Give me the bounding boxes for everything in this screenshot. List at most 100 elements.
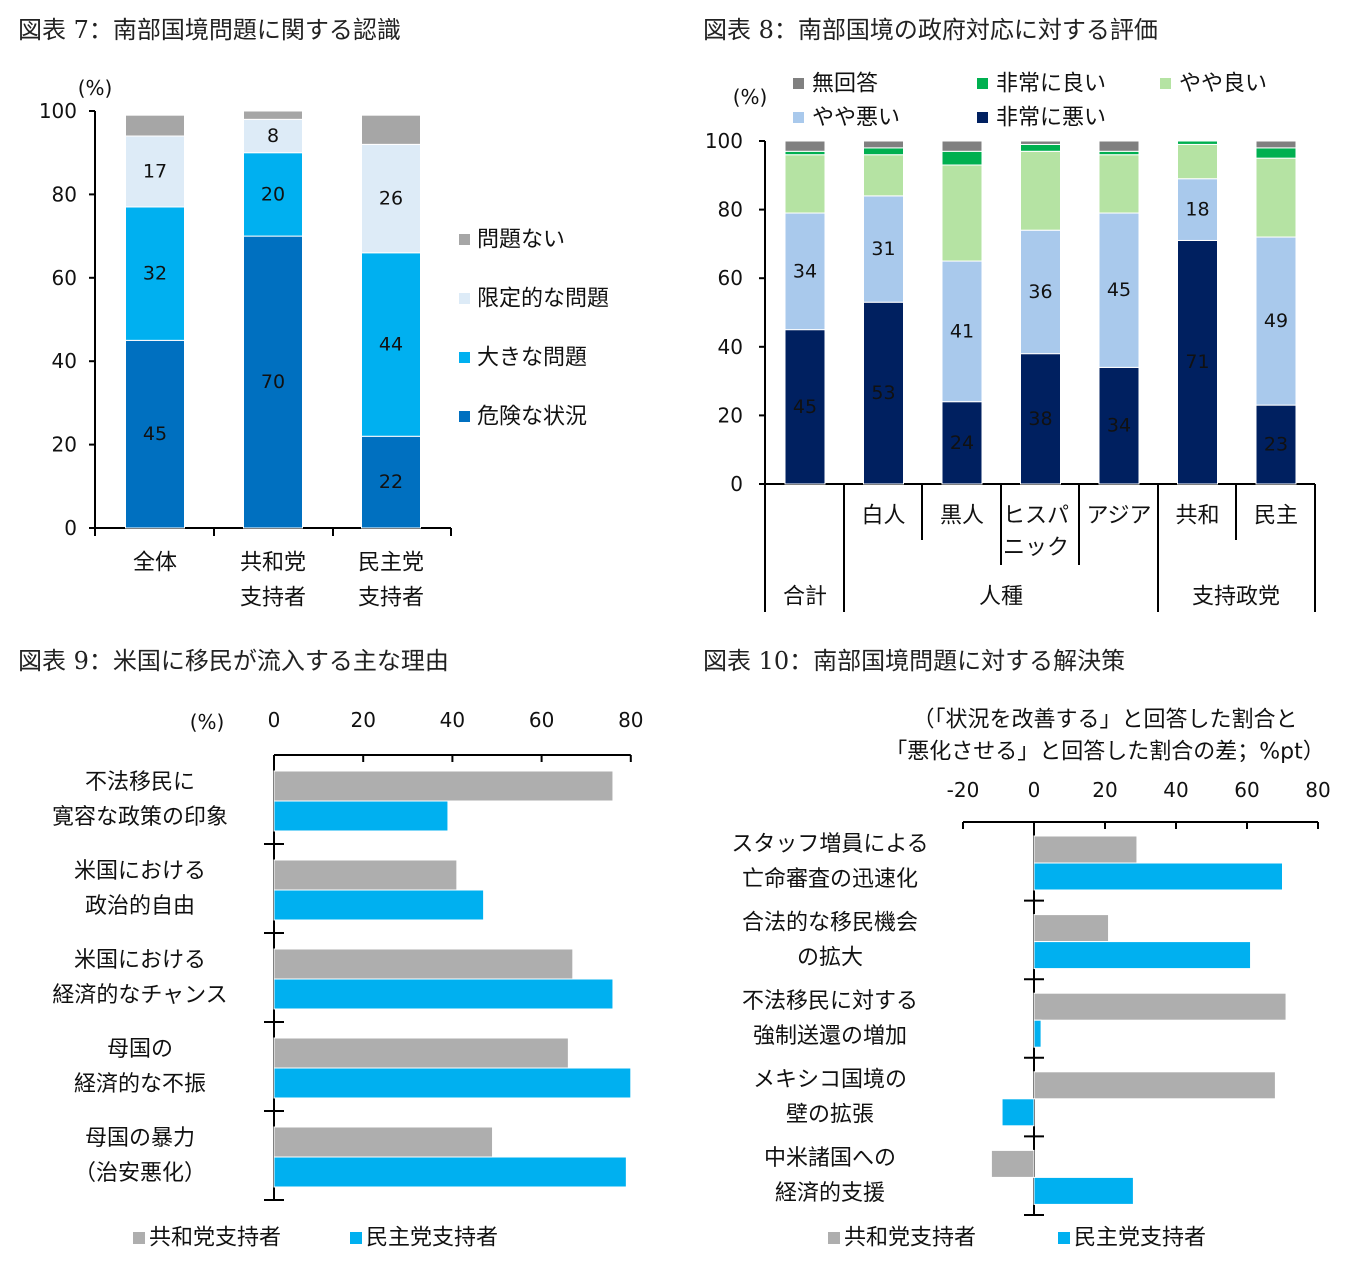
data-label: 70 bbox=[261, 371, 285, 393]
category-label: 支持者 bbox=[240, 586, 306, 611]
data-label: 31 bbox=[871, 238, 895, 260]
category-label: 壁の拡張 bbox=[786, 1103, 874, 1128]
legend-swatch bbox=[793, 78, 804, 89]
y-tick-label: 100 bbox=[39, 99, 77, 123]
data-label: 71 bbox=[1185, 351, 1209, 373]
legend-label: 無回答 bbox=[812, 72, 878, 97]
category-label: 不法移民に bbox=[85, 770, 195, 795]
legend-label: 共和党支持者 bbox=[844, 1226, 976, 1251]
bar bbox=[273, 859, 458, 891]
legend-swatch bbox=[459, 234, 470, 245]
category-label: メキシコ国境の bbox=[753, 1068, 907, 1093]
bar-segment bbox=[361, 114, 421, 145]
legend-swatch bbox=[828, 1232, 840, 1244]
chart-subtitle: （「状況を改善する」と回答した割合と bbox=[912, 708, 1297, 733]
category-label: 米国における bbox=[74, 859, 206, 884]
bar-segment bbox=[784, 150, 826, 156]
legend-label: 限定的な問題 bbox=[477, 287, 609, 312]
bar-segment bbox=[1020, 229, 1061, 355]
x-tick-label: 40 bbox=[1163, 778, 1188, 802]
bar-segment bbox=[125, 339, 185, 529]
y-tick-label: 60 bbox=[52, 266, 77, 290]
bar bbox=[273, 948, 574, 980]
bar-segment bbox=[243, 118, 303, 154]
bar-segment bbox=[1255, 404, 1297, 485]
bar-segment bbox=[1255, 147, 1297, 159]
bar-segment bbox=[863, 154, 904, 197]
group-label: 支持政党 bbox=[1192, 585, 1280, 610]
legend-swatch bbox=[459, 352, 470, 363]
legend-swatch bbox=[350, 1232, 362, 1244]
y-tick-label: 60 bbox=[718, 266, 743, 290]
bar-segment bbox=[784, 212, 826, 331]
bar-segment bbox=[1177, 178, 1218, 241]
bar bbox=[273, 800, 449, 832]
bar bbox=[1033, 1176, 1134, 1205]
bar-segment bbox=[863, 140, 904, 149]
bar-segment bbox=[361, 252, 421, 437]
bar-segment bbox=[784, 154, 826, 214]
category-label: 経済的支援 bbox=[775, 1181, 885, 1206]
bar-segment bbox=[941, 401, 983, 485]
bar bbox=[1001, 1098, 1035, 1127]
data-label: 44 bbox=[379, 334, 403, 356]
category-label: 経済的な不振 bbox=[74, 1072, 206, 1097]
legend-label: 非常に悪い bbox=[996, 106, 1106, 131]
category-label: ヒスパ bbox=[1003, 504, 1069, 529]
group-label: 人種 bbox=[979, 585, 1023, 610]
unit-label: (%) bbox=[733, 85, 768, 109]
y-tick-label: 0 bbox=[730, 472, 743, 496]
data-label: 17 bbox=[143, 160, 167, 182]
bar bbox=[1033, 835, 1138, 864]
bar-segment bbox=[941, 150, 983, 166]
bar-segment bbox=[1020, 150, 1061, 231]
bar bbox=[273, 1126, 494, 1158]
legend-label: 問題ない bbox=[477, 228, 565, 253]
legend-swatch bbox=[1160, 78, 1171, 89]
bar bbox=[1033, 1019, 1042, 1048]
y-tick-label: 40 bbox=[52, 349, 77, 373]
data-label: 23 bbox=[1264, 434, 1288, 456]
category-label: 経済的なチャンス bbox=[52, 983, 227, 1008]
category-label: 全体 bbox=[133, 551, 177, 576]
x-tick-label: 80 bbox=[1305, 778, 1330, 802]
bar-segment bbox=[243, 110, 303, 120]
chart-title: 図表 9：米国に移民が流入する主な理由 bbox=[18, 647, 449, 675]
bar bbox=[273, 889, 485, 921]
data-label: 45 bbox=[793, 396, 817, 418]
data-label: 41 bbox=[950, 320, 974, 342]
x-tick-label: 0 bbox=[1028, 778, 1041, 802]
category-label: 白人 bbox=[861, 504, 905, 529]
category-label: 民主 bbox=[1254, 504, 1298, 529]
bar-segment bbox=[1255, 140, 1297, 149]
bar-segment bbox=[1098, 150, 1140, 156]
legend-swatch bbox=[1058, 1232, 1070, 1244]
category-label: 強制送還の増加 bbox=[753, 1024, 907, 1049]
legend-label: 危険な状況 bbox=[477, 405, 587, 430]
category-label: 中米諸国への bbox=[764, 1146, 896, 1171]
category-label: 寛容な政策の印象 bbox=[52, 805, 228, 830]
bar-segment bbox=[1177, 143, 1218, 180]
legend-label: やや良い bbox=[1179, 72, 1267, 97]
bar-segment bbox=[941, 164, 983, 262]
bar-segment bbox=[784, 140, 826, 152]
legend-swatch bbox=[133, 1232, 145, 1244]
bar-segment bbox=[1020, 353, 1061, 485]
unit-label: (%) bbox=[78, 76, 113, 100]
data-label: 36 bbox=[1028, 281, 1052, 303]
bar-segment bbox=[863, 195, 904, 303]
category-label: 共和党 bbox=[240, 551, 306, 576]
data-label: 18 bbox=[1185, 199, 1209, 221]
x-tick-label: 60 bbox=[529, 708, 554, 732]
bar-segment bbox=[243, 152, 303, 237]
legend-label: 民主党支持者 bbox=[1074, 1226, 1206, 1251]
bar bbox=[1033, 1071, 1276, 1100]
bar bbox=[1033, 914, 1110, 943]
bar bbox=[273, 978, 614, 1010]
bar-segment bbox=[1098, 212, 1140, 368]
unit-label: (%) bbox=[190, 710, 225, 734]
category-label: の拡大 bbox=[797, 945, 863, 970]
bar-segment bbox=[125, 114, 185, 137]
data-label: 8 bbox=[267, 125, 279, 147]
